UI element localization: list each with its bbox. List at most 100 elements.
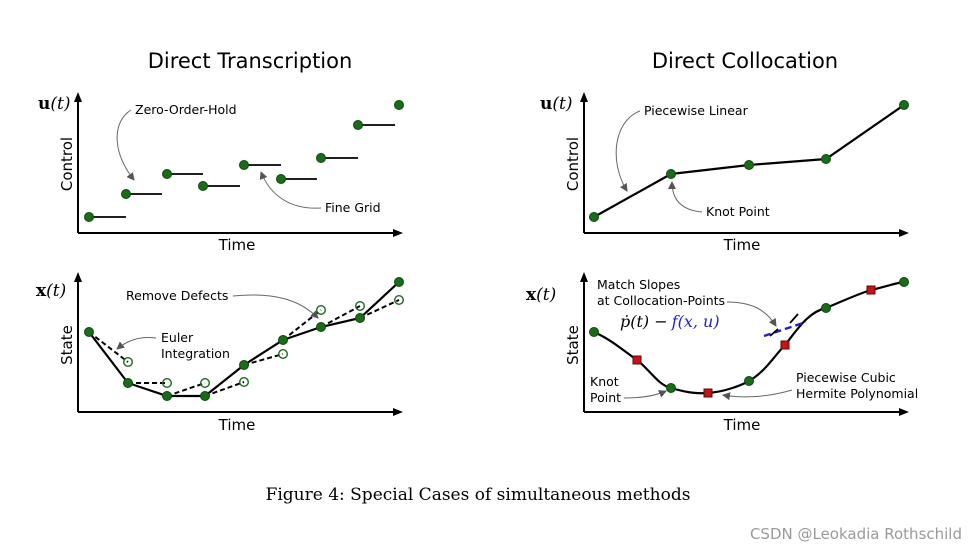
knot-arrow	[623, 390, 667, 399]
state-point	[123, 378, 133, 388]
control-point	[353, 120, 363, 130]
remove-defects-arrow	[232, 294, 319, 319]
euler-step	[88, 331, 129, 363]
knot-point	[666, 169, 676, 179]
annotation-match-slopes-line1: Match Slopes	[597, 277, 680, 292]
x-axis-label: Time	[218, 236, 256, 254]
euler-arrow	[116, 337, 157, 350]
collocation-point	[703, 388, 713, 398]
collocation-title: Direct Collocation	[652, 49, 838, 73]
annotation-hermite-line2: Hermite Polynomial	[796, 386, 918, 401]
knot-point	[821, 303, 831, 313]
transcription-title: Direct Transcription	[148, 49, 353, 73]
collocation-control-panel: u(t) Control Time Piecewise Linear Knot …	[540, 92, 909, 254]
equation-lhs: ṗ(t) −	[620, 312, 668, 331]
control-point	[198, 181, 208, 191]
euler-step	[320, 305, 361, 328]
euler-prediction	[316, 305, 327, 316]
figure-caption: Figure 4: Special Cases of simultaneous …	[266, 485, 691, 505]
knot-point	[744, 160, 754, 170]
y-axis-label: State	[564, 325, 582, 365]
y-axis-arrowhead	[74, 92, 82, 102]
x-axis-label: Time	[218, 416, 256, 434]
state-point	[355, 313, 365, 323]
control-point	[239, 160, 249, 170]
state-point	[84, 327, 94, 337]
euler-prediction	[394, 295, 405, 306]
slope-tick	[789, 313, 799, 324]
control-point	[316, 153, 326, 163]
collocation-point	[780, 340, 790, 350]
euler-step	[359, 299, 400, 319]
control-point	[121, 189, 131, 199]
control-point	[84, 212, 94, 222]
x-axis-arrowhead	[393, 229, 403, 237]
knot-point	[589, 327, 599, 337]
euler-prediction	[355, 301, 366, 312]
annotation-euler-line1: Euler	[161, 330, 194, 345]
collocation-point	[632, 355, 642, 365]
state-point	[162, 391, 172, 401]
knot-point	[666, 383, 676, 393]
x-axis-arrowhead	[899, 408, 909, 416]
watermark: CSDN @Leokadia Rothschild	[750, 525, 962, 543]
state-point	[394, 277, 404, 287]
euler-prediction	[161, 378, 172, 389]
y-axis-label: State	[58, 325, 76, 365]
equation-rhs: f(x, u)	[671, 312, 720, 331]
annotation-piecewise-linear: Piecewise Linear	[644, 103, 749, 118]
euler-step	[166, 382, 206, 397]
collocation-point	[866, 285, 876, 295]
annotation-zero-order-hold: Zero-Order-Hold	[135, 102, 237, 117]
annotation-match-slopes-line2: at Collocation-Points	[597, 293, 725, 308]
y-axis-label: Control	[564, 137, 582, 191]
knot-point	[589, 212, 599, 222]
y-axis-arrowhead	[74, 272, 82, 282]
annotation-knot-point: Knot Point	[706, 204, 770, 219]
x-axis-label: Time	[723, 416, 761, 434]
euler-prediction	[278, 349, 289, 360]
euler-step	[204, 381, 245, 397]
slope-tick	[769, 328, 779, 337]
euler-prediction	[238, 377, 249, 388]
state-point	[239, 360, 249, 370]
y-variable-label: u(t)	[540, 94, 572, 114]
knot-point	[899, 100, 909, 110]
control-point	[162, 169, 172, 179]
transcription-control-panel: u(t) Control Time Zero-Order-Hold Fine G…	[38, 92, 404, 254]
annotation-remove-defects: Remove Defects	[126, 288, 228, 303]
x-axis-label: Time	[723, 236, 761, 254]
y-variable-label: u(t)	[38, 94, 70, 114]
euler-prediction	[122, 357, 133, 368]
euler-prediction	[199, 378, 210, 389]
knot-point	[744, 376, 754, 386]
knot-point-arrow	[668, 181, 703, 213]
collocation-equation: ṗ(t) − f(x, u)	[620, 312, 720, 331]
euler-step	[282, 309, 322, 341]
collocation-state-panel: x(t) State Time Match Slopes at Collocat…	[526, 272, 918, 434]
y-axis-arrowhead	[580, 272, 588, 282]
fine-grid-arrow	[259, 171, 322, 209]
state-point	[200, 391, 210, 401]
zoh-arrow	[116, 109, 135, 181]
y-variable-label: x(t)	[36, 281, 66, 301]
x-axis-arrowhead	[393, 408, 403, 416]
annotation-hermite-line1: Piecewise Cubic	[796, 370, 896, 385]
y-axis-arrowhead	[580, 92, 588, 102]
match-slopes-arrow	[726, 301, 777, 327]
knot-point	[899, 277, 909, 287]
annotation-knot-line2: Point	[590, 390, 621, 405]
collocation-slope-tangent	[763, 320, 807, 338]
transcription-state-panel: x(t) State Time Remove Defects Eule	[36, 272, 405, 434]
state-point	[316, 322, 326, 332]
state-point	[278, 335, 288, 345]
annotation-euler-line2: Integration	[161, 346, 230, 361]
euler-step	[243, 353, 284, 366]
y-variable-label: x(t)	[526, 285, 556, 305]
control-point	[394, 100, 404, 110]
knot-point	[821, 154, 831, 164]
control-point	[276, 174, 286, 184]
hermite-arrow	[722, 389, 793, 401]
annotation-fine-grid: Fine Grid	[325, 200, 381, 215]
